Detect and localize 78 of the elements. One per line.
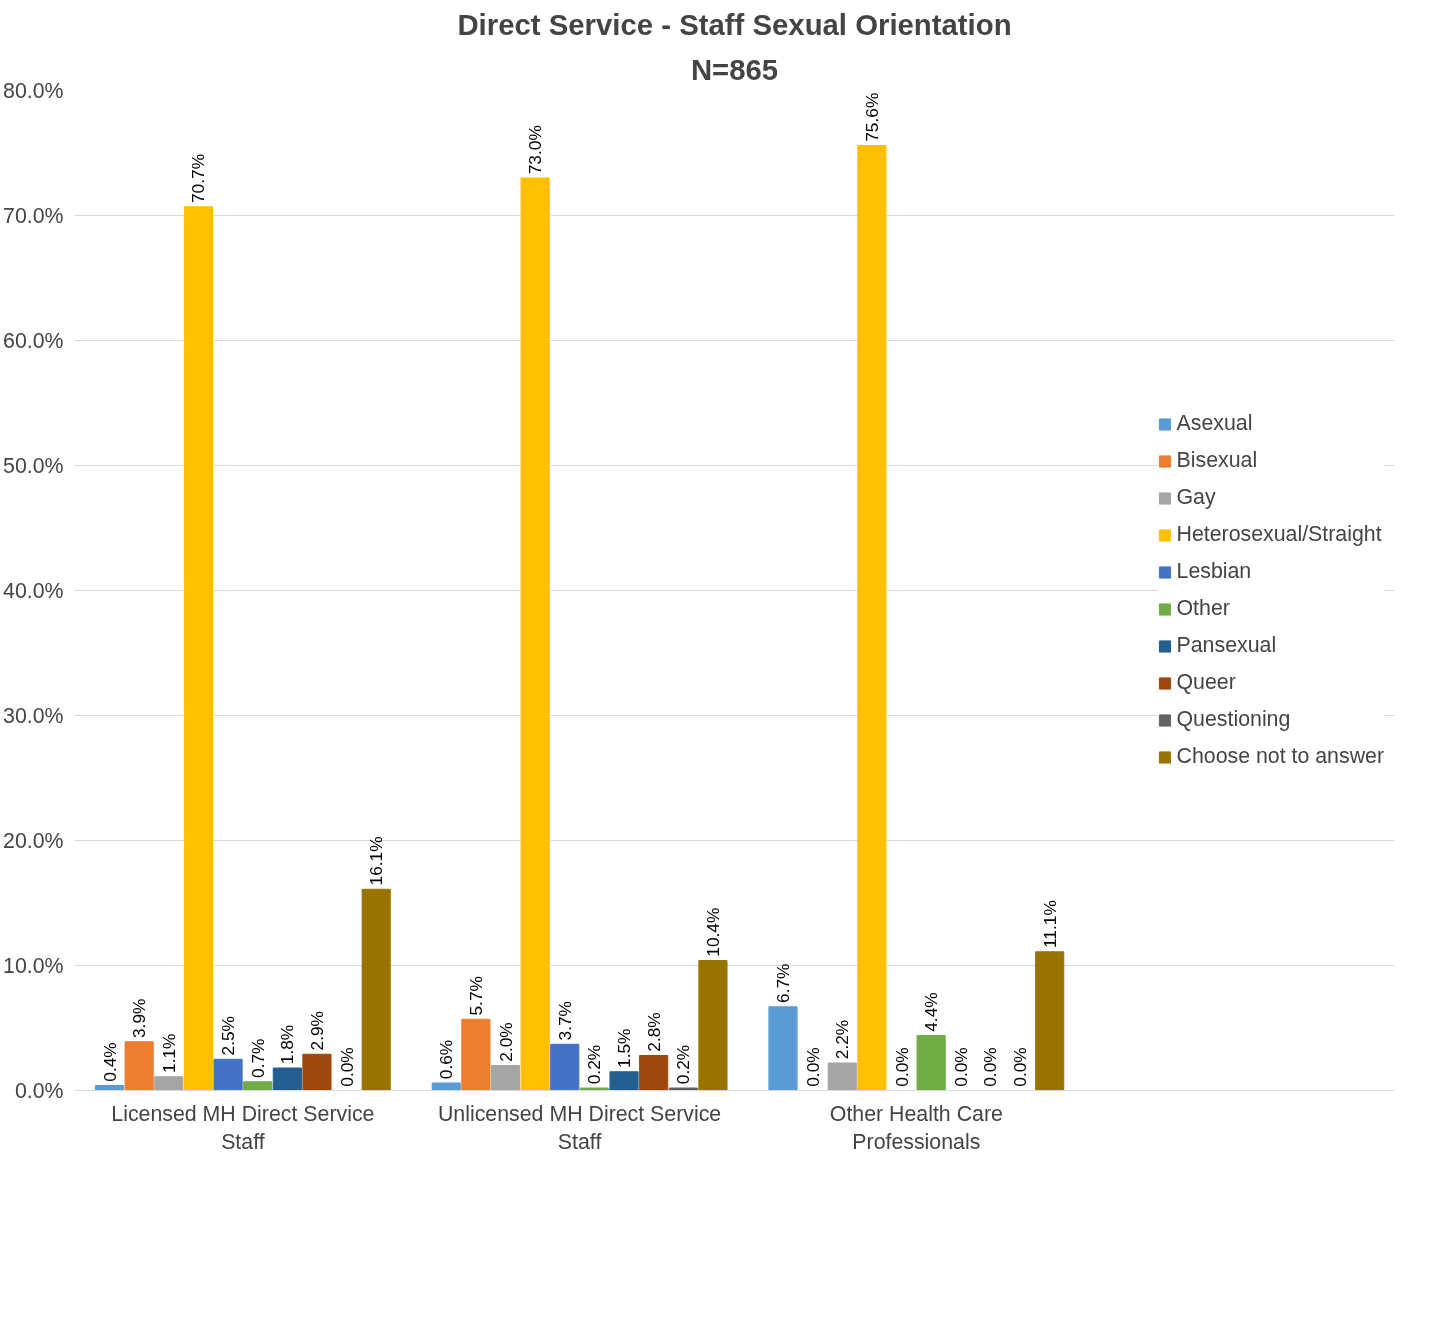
data-label: 73.0% xyxy=(525,125,546,175)
bar xyxy=(520,177,550,1091)
y-tick-label: 40.0% xyxy=(3,578,64,603)
data-label: 0.0% xyxy=(802,1047,823,1087)
y-tick-label: 0.0% xyxy=(14,1078,64,1103)
bar xyxy=(827,1062,857,1091)
bar xyxy=(550,1043,580,1091)
data-label: 2.2% xyxy=(832,1019,853,1060)
bar xyxy=(302,1053,332,1091)
data-label: 0.2% xyxy=(584,1044,605,1085)
data-label: 70.7% xyxy=(188,153,209,203)
bar xyxy=(857,145,887,1091)
data-label: 2.8% xyxy=(643,1012,664,1052)
bar xyxy=(94,1085,125,1091)
data-label: 0.0% xyxy=(950,1047,971,1087)
legend-label: Gay xyxy=(1176,485,1216,510)
bar xyxy=(768,1006,798,1091)
data-label: 0.4% xyxy=(99,1042,120,1082)
legend-label: Questioning xyxy=(1176,707,1291,732)
data-label: 16.1% xyxy=(366,836,387,886)
data-label: 0.7% xyxy=(247,1038,268,1078)
data-label: 10.4% xyxy=(702,907,723,957)
data-label: 0.0% xyxy=(980,1047,1001,1087)
data-label: 2.0% xyxy=(495,1022,516,1062)
bar xyxy=(154,1076,184,1091)
bar xyxy=(272,1067,302,1091)
data-label: 2.9% xyxy=(306,1011,327,1051)
data-label: 3.9% xyxy=(129,998,150,1038)
bar xyxy=(431,1082,461,1091)
y-tick-label: 30.0% xyxy=(3,703,64,728)
data-label: 0.2% xyxy=(673,1044,694,1085)
data-label: 0.6% xyxy=(436,1039,457,1080)
y-tick-label: 10.0% xyxy=(3,953,64,978)
data-label: 2.5% xyxy=(218,1016,239,1056)
data-label: 1.5% xyxy=(614,1028,635,1068)
data-label: 6.7% xyxy=(772,963,793,1003)
legend-label: Pansexual xyxy=(1176,633,1277,658)
legend-label: Queer xyxy=(1176,670,1236,695)
chart-subtitle: N=865 xyxy=(690,52,779,86)
data-label: 0.0% xyxy=(891,1047,912,1087)
x-tick-label: Other Health Care Professionals xyxy=(829,1101,1003,1155)
y-tick-label: 80.0% xyxy=(3,78,64,103)
y-tick-label: 60.0% xyxy=(3,328,64,353)
data-label: 1.8% xyxy=(277,1024,298,1065)
x-tick-label: Licensed MH Direct Service Staff xyxy=(111,1101,375,1155)
bar xyxy=(461,1018,491,1091)
bar xyxy=(579,1087,609,1091)
bar xyxy=(213,1058,243,1091)
chart-title: Direct Service - Staff Sexual Orientation xyxy=(457,7,1012,41)
legend-label: Asexual xyxy=(1176,411,1253,436)
bar xyxy=(639,1055,669,1091)
legend-label: Lesbian xyxy=(1176,559,1252,584)
legend-label: Bisexual xyxy=(1176,448,1258,473)
data-label: 11.1% xyxy=(1039,900,1060,948)
bar xyxy=(916,1035,946,1091)
bar xyxy=(668,1087,698,1091)
bar xyxy=(124,1041,154,1091)
data-label: 0.0% xyxy=(336,1047,357,1087)
data-label: 3.7% xyxy=(554,1001,575,1041)
y-tick-label: 20.0% xyxy=(3,828,64,853)
bar xyxy=(490,1065,521,1091)
data-label: 75.6% xyxy=(861,92,882,142)
data-label: 4.4% xyxy=(921,992,942,1032)
bar xyxy=(243,1081,273,1091)
data-label: 0.0% xyxy=(1010,1047,1031,1087)
bar xyxy=(183,206,213,1091)
bar xyxy=(609,1071,639,1091)
legend-label: Choose not to answer xyxy=(1176,744,1384,769)
y-tick-label: 50.0% xyxy=(3,453,64,478)
bar xyxy=(361,888,391,1091)
legend-label: Other xyxy=(1176,596,1230,621)
bar xyxy=(698,960,728,1091)
legend-label: Heterosexual/Straight xyxy=(1176,522,1382,547)
data-label: 1.1% xyxy=(158,1033,179,1073)
bar xyxy=(1035,951,1065,1091)
x-tick-label: Unlicensed MH Direct Service Staff xyxy=(437,1101,722,1155)
data-label: 5.7% xyxy=(465,976,486,1016)
y-tick-label: 70.0% xyxy=(3,203,64,228)
